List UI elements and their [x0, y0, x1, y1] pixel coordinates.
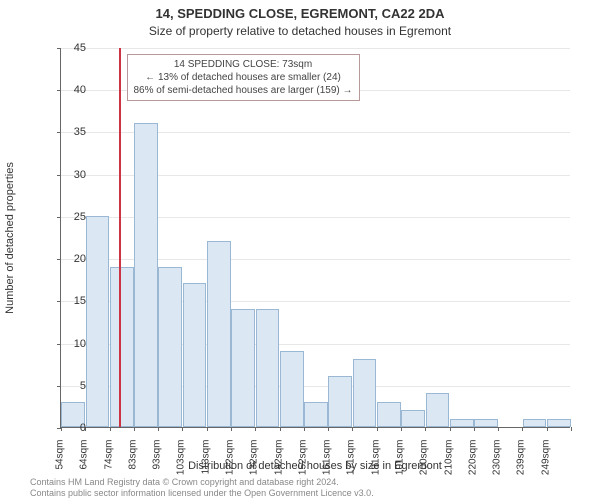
- ytick-label: 35: [46, 126, 86, 138]
- ytick-label: 45: [46, 42, 86, 54]
- info-box-line: 14 SPEDDING CLOSE: 73sqm: [134, 58, 353, 71]
- xtick-label: 200sqm: [419, 440, 430, 490]
- xtick-label: 230sqm: [492, 440, 503, 490]
- xtick-label: 171sqm: [346, 440, 357, 490]
- histogram-bar: [134, 123, 158, 427]
- xtick-label: 210sqm: [443, 440, 454, 490]
- histogram-bar: [256, 309, 280, 427]
- xtick-label: 152sqm: [297, 440, 308, 490]
- info-box-line: ← 13% of detached houses are smaller (24…: [134, 71, 353, 84]
- xtick-label: 191sqm: [395, 440, 406, 490]
- histogram-bar: [523, 419, 547, 427]
- xtick-mark: [522, 427, 523, 431]
- xtick-label: 249sqm: [540, 440, 551, 490]
- ytick-label: 15: [46, 295, 86, 307]
- ytick-label: 25: [46, 211, 86, 223]
- xtick-mark: [182, 427, 183, 431]
- histogram-bar: [207, 241, 231, 427]
- xtick-mark: [110, 427, 111, 431]
- xtick-mark: [474, 427, 475, 431]
- histogram-bar: [86, 216, 110, 427]
- xtick-label: 113sqm: [200, 440, 211, 490]
- xtick-mark: [425, 427, 426, 431]
- xtick-label: 54sqm: [55, 440, 66, 490]
- histogram-bar: [110, 267, 134, 427]
- ytick-label: 40: [46, 84, 86, 96]
- ytick-label: 10: [46, 338, 86, 350]
- xtick-mark: [377, 427, 378, 431]
- histogram-bar: [158, 267, 182, 427]
- xtick-label: 64sqm: [79, 440, 90, 490]
- xtick-mark: [158, 427, 159, 431]
- chart-title: 14, SPEDDING CLOSE, EGREMONT, CA22 2DA: [0, 6, 600, 21]
- xtick-label: 93sqm: [152, 440, 163, 490]
- info-box: 14 SPEDDING CLOSE: 73sqm← 13% of detache…: [127, 54, 360, 101]
- ytick-label: 5: [46, 380, 86, 392]
- xtick-label: 74sqm: [103, 440, 114, 490]
- xtick-label: 103sqm: [176, 440, 187, 490]
- gridline: [61, 48, 570, 49]
- ytick-label: 0: [46, 422, 86, 434]
- xtick-label: 142sqm: [273, 440, 284, 490]
- histogram-bar: [450, 419, 474, 427]
- xtick-mark: [498, 427, 499, 431]
- histogram-bar: [353, 359, 377, 427]
- xtick-label: 220sqm: [467, 440, 478, 490]
- xtick-mark: [255, 427, 256, 431]
- chart-subtitle: Size of property relative to detached ho…: [0, 24, 600, 38]
- histogram-bar: [377, 402, 401, 427]
- marker-line: [119, 48, 121, 427]
- ytick-label: 30: [46, 169, 86, 181]
- xtick-mark: [450, 427, 451, 431]
- histogram-bar: [183, 283, 207, 427]
- y-axis-label: Number of detached properties: [4, 48, 18, 428]
- xtick-label: 122sqm: [225, 440, 236, 490]
- xtick-mark: [304, 427, 305, 431]
- xtick-mark: [401, 427, 402, 431]
- xtick-label: 83sqm: [127, 440, 138, 490]
- xtick-label: 239sqm: [516, 440, 527, 490]
- xtick-mark: [231, 427, 232, 431]
- histogram-bar: [426, 393, 450, 427]
- histogram-bar: [280, 351, 304, 427]
- ytick-label: 20: [46, 253, 86, 265]
- histogram-bar: [231, 309, 255, 427]
- xtick-mark: [328, 427, 329, 431]
- histogram-bar: [304, 402, 328, 427]
- xtick-mark: [207, 427, 208, 431]
- histogram-bar: [328, 376, 352, 427]
- xtick-mark: [547, 427, 548, 431]
- xtick-label: 181sqm: [370, 440, 381, 490]
- xtick-mark: [571, 427, 572, 431]
- info-box-line: 86% of semi-detached houses are larger (…: [134, 84, 353, 97]
- chart-container: 14, SPEDDING CLOSE, EGREMONT, CA22 2DA S…: [0, 0, 600, 500]
- histogram-bar: [547, 419, 571, 427]
- xtick-mark: [134, 427, 135, 431]
- xtick-label: 132sqm: [249, 440, 260, 490]
- histogram-bar: [474, 419, 498, 427]
- histogram-bar: [401, 410, 425, 427]
- xtick-mark: [280, 427, 281, 431]
- xtick-mark: [352, 427, 353, 431]
- xtick-label: 161sqm: [322, 440, 333, 490]
- plot-area: 14 SPEDDING CLOSE: 73sqm← 13% of detache…: [60, 48, 570, 428]
